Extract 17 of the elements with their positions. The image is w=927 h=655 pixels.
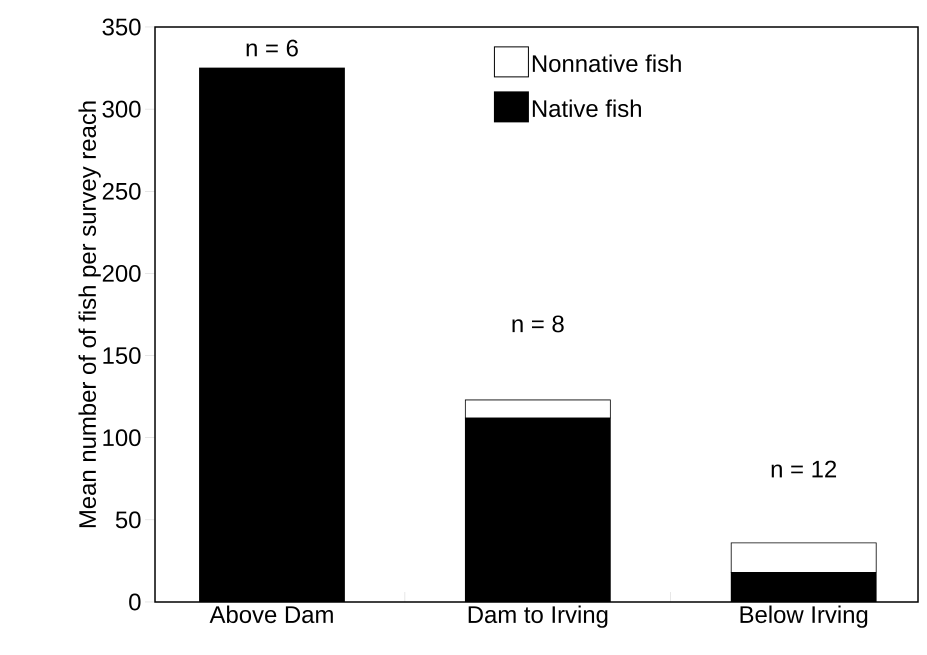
annotation: n = 8 [512,315,564,332]
y-tick-label: 300 [102,100,141,118]
x-tick-label: Above Dam [210,606,333,624]
x-tick-label: Below Irving [740,606,868,628]
annotation: n = 12 [772,460,836,478]
y-tick-label: 0 [129,594,141,610]
y-tick-label: 200 [102,264,141,282]
y-tick-label: 350 [102,18,141,36]
annotation: n = 6 [246,40,298,57]
legend-label: Nonnative fish [532,54,681,72]
y-axis-title: Mean number of of fish per survey reach [78,101,101,528]
legend-label: Native fish [532,100,641,118]
y-tick-label: 50 [116,511,141,528]
x-tick-label: Dam to Irving [468,606,608,628]
y-tick-label: 250 [102,182,141,200]
y-tick-label: 100 [103,429,141,446]
y-tick-label: 150 [103,347,141,364]
